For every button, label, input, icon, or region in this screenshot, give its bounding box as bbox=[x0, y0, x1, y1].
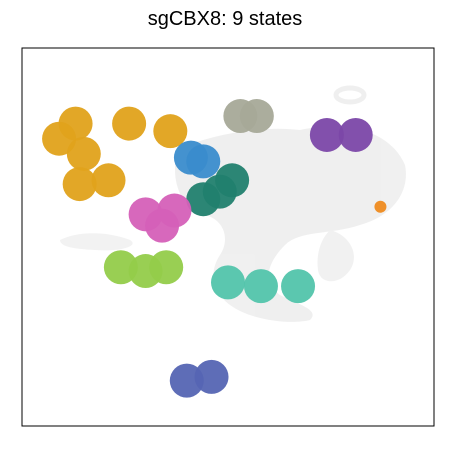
background-cloud-left bbox=[60, 233, 133, 251]
series-3 bbox=[223, 99, 274, 134]
point-1-5 bbox=[62, 167, 97, 202]
point-4-2 bbox=[338, 117, 373, 152]
point-8-3 bbox=[149, 250, 184, 285]
point-10-2 bbox=[194, 359, 229, 394]
point-6-3 bbox=[215, 163, 250, 198]
point-3-2 bbox=[239, 99, 274, 134]
series-10 bbox=[169, 359, 229, 398]
point-1-4 bbox=[66, 136, 101, 171]
series-2 bbox=[173, 140, 221, 179]
series-5 bbox=[374, 200, 387, 213]
background-ring bbox=[333, 85, 367, 105]
point-2-2 bbox=[186, 144, 221, 179]
point-1-2 bbox=[112, 106, 147, 141]
points-layer bbox=[42, 99, 387, 398]
series-4 bbox=[309, 117, 373, 152]
series-1 bbox=[42, 106, 188, 202]
point-1-7 bbox=[42, 121, 77, 156]
point-9-2 bbox=[243, 269, 278, 304]
series-9 bbox=[211, 265, 316, 304]
point-9-1 bbox=[211, 265, 245, 300]
point-1-6 bbox=[91, 163, 126, 198]
point-9-3 bbox=[281, 269, 316, 304]
series-6 bbox=[186, 163, 250, 217]
point-7-3 bbox=[157, 193, 192, 228]
background-cloud-right bbox=[317, 230, 354, 282]
series-8 bbox=[103, 250, 184, 289]
point-1-3 bbox=[153, 114, 188, 149]
point-4-1 bbox=[309, 117, 344, 152]
chart-title: sgCBX8: 9 states bbox=[147, 8, 303, 30]
series-7 bbox=[128, 193, 192, 243]
point-5-1 bbox=[374, 200, 387, 213]
